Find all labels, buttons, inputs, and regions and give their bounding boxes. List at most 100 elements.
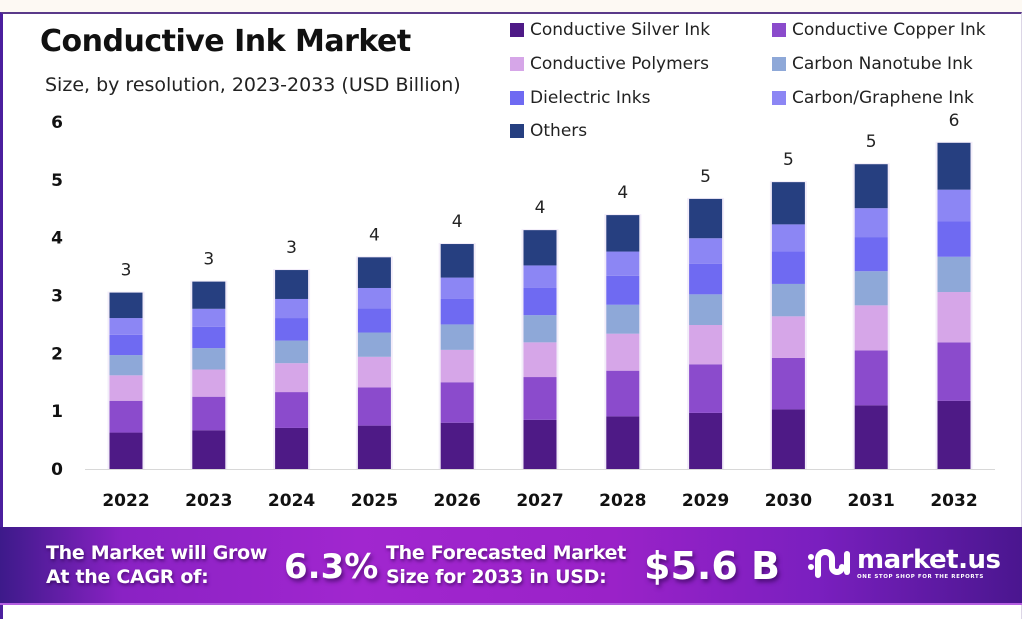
bar-segment bbox=[192, 369, 226, 397]
bar-segment bbox=[854, 405, 888, 469]
chart-title: Conductive Ink Market bbox=[40, 24, 411, 59]
bar-segment bbox=[440, 422, 474, 469]
bar-segment bbox=[854, 237, 888, 272]
forecast-label: The Forecasted Market Size for 2033 in U… bbox=[386, 541, 626, 589]
bar-segment bbox=[689, 238, 723, 264]
bar-segment bbox=[440, 277, 474, 299]
y-tick-label: 1 bbox=[51, 402, 63, 422]
bar-segment bbox=[275, 363, 309, 393]
total-label: 5 bbox=[700, 167, 711, 187]
legend-label: Carbon/Graphene Ink bbox=[792, 88, 974, 108]
logo-name: market.us bbox=[857, 544, 1001, 575]
bar-segment bbox=[357, 308, 391, 333]
forecast-value: $5.6 B bbox=[644, 544, 780, 588]
legend-label: Conductive Polymers bbox=[530, 54, 709, 74]
legend-item-silver: Conductive Silver Ink bbox=[510, 20, 710, 40]
bar-segment bbox=[440, 298, 474, 325]
bar-segment bbox=[523, 287, 557, 316]
bar-segment bbox=[275, 318, 309, 341]
bar-segment bbox=[357, 425, 391, 469]
y-tick-label: 0 bbox=[51, 460, 63, 480]
bar-segment bbox=[689, 412, 723, 469]
legend-item-nanotube: Carbon Nanotube Ink bbox=[772, 54, 973, 74]
bar-segment bbox=[606, 215, 640, 252]
bar-segment bbox=[109, 334, 143, 356]
bar-segment bbox=[523, 315, 557, 343]
bar-segment bbox=[109, 318, 143, 335]
cagr-label-line1: The Market will Grow bbox=[46, 542, 268, 564]
bar-segment bbox=[854, 208, 888, 238]
legend-swatch-polymers bbox=[510, 57, 524, 71]
legend-item-dielectric: Dielectric Inks bbox=[510, 88, 650, 108]
bar-segment bbox=[937, 292, 971, 343]
total-label: 3 bbox=[286, 238, 297, 258]
bar-segment bbox=[937, 400, 971, 469]
bar-segment bbox=[192, 348, 226, 370]
bar-segment bbox=[854, 305, 888, 351]
legend-item-polymers: Conductive Polymers bbox=[510, 54, 709, 74]
legend-swatch-nanotube bbox=[772, 57, 786, 71]
total-label: 3 bbox=[203, 250, 214, 270]
bar-stack-2030 bbox=[769, 181, 807, 469]
bar-segment bbox=[523, 342, 557, 378]
x-axis: 2022 2023 2024 2025 2026 2027 2028 2029 2030 2031… bbox=[102, 491, 977, 511]
bar-segment bbox=[606, 304, 640, 334]
bar-segment bbox=[357, 332, 391, 357]
bar-segment bbox=[771, 316, 805, 358]
bar-segment bbox=[854, 271, 888, 306]
legend-label: Conductive Copper Ink bbox=[792, 20, 986, 40]
bar-segment bbox=[689, 294, 723, 325]
legend-item-copper: Conductive Copper Ink bbox=[772, 20, 986, 40]
x-tick-label: 2031 bbox=[848, 491, 895, 511]
x-tick-label: 2030 bbox=[765, 491, 812, 511]
bar-segment bbox=[606, 275, 640, 305]
bar-segment bbox=[606, 251, 640, 276]
legend-item-others: Others bbox=[510, 121, 587, 141]
legend-swatch-graphene bbox=[772, 91, 786, 105]
legend-swatch-dielectric bbox=[510, 91, 524, 105]
x-tick-label: 2028 bbox=[599, 491, 646, 511]
cagr-value: 6.3% bbox=[284, 547, 379, 587]
y-tick-label: 2 bbox=[51, 344, 63, 364]
x-tick-label: 2023 bbox=[185, 491, 232, 511]
total-label: 4 bbox=[452, 212, 463, 232]
legend-label: Dielectric Inks bbox=[530, 88, 651, 108]
y-tick-label: 6 bbox=[51, 113, 63, 133]
bar-stack-2031 bbox=[852, 163, 890, 470]
x-tick-label: 2025 bbox=[351, 491, 398, 511]
bar-stack-2027 bbox=[521, 229, 559, 469]
bar-segment bbox=[771, 283, 805, 317]
bar-segment bbox=[937, 189, 971, 222]
market-us-logo: market.us ONE STOP SHOP FOR THE REPORTS bbox=[805, 544, 1001, 581]
bar-segment bbox=[771, 251, 805, 284]
chart-card bbox=[0, 12, 1022, 619]
bar-segment bbox=[523, 419, 557, 469]
bar-segment bbox=[192, 396, 226, 431]
bar-segment bbox=[275, 340, 309, 364]
total-label: 3 bbox=[121, 261, 132, 281]
bar-segment bbox=[606, 370, 640, 417]
bar-stack-2026 bbox=[438, 243, 476, 469]
logo-tagline: ONE STOP SHOP FOR THE REPORTS bbox=[857, 573, 984, 580]
bars-group bbox=[107, 141, 973, 470]
bar-segment bbox=[771, 224, 805, 252]
bar-segment bbox=[523, 377, 557, 420]
bar-segment bbox=[771, 357, 805, 410]
forecast-label-line2: Size for 2033 in USD: bbox=[386, 566, 607, 588]
total-label: 5 bbox=[866, 132, 877, 152]
y-tick-label: 4 bbox=[51, 229, 63, 249]
cagr-label-line2: At the CAGR of: bbox=[46, 566, 209, 588]
bar-segment bbox=[192, 326, 226, 349]
bar-segment bbox=[192, 281, 226, 309]
bar-segment bbox=[440, 349, 474, 383]
chart-subtitle: Size, by resolution, 2023-2033 (USD Bill… bbox=[45, 74, 461, 96]
total-label: 5 bbox=[783, 150, 794, 170]
cagr-label: The Market will Grow At the CAGR of: bbox=[46, 541, 267, 589]
summary-banner: The Market will Grow At the CAGR of: 6.3… bbox=[0, 527, 1022, 605]
bar-segment bbox=[440, 382, 474, 423]
total-label: 4 bbox=[617, 183, 628, 203]
bar-segment bbox=[937, 142, 971, 190]
bar-segment bbox=[440, 244, 474, 278]
total-labels: 3 3 3 4 4 4 4 5 5 5 6 bbox=[121, 111, 960, 281]
bar-stack-2032 bbox=[935, 141, 973, 469]
